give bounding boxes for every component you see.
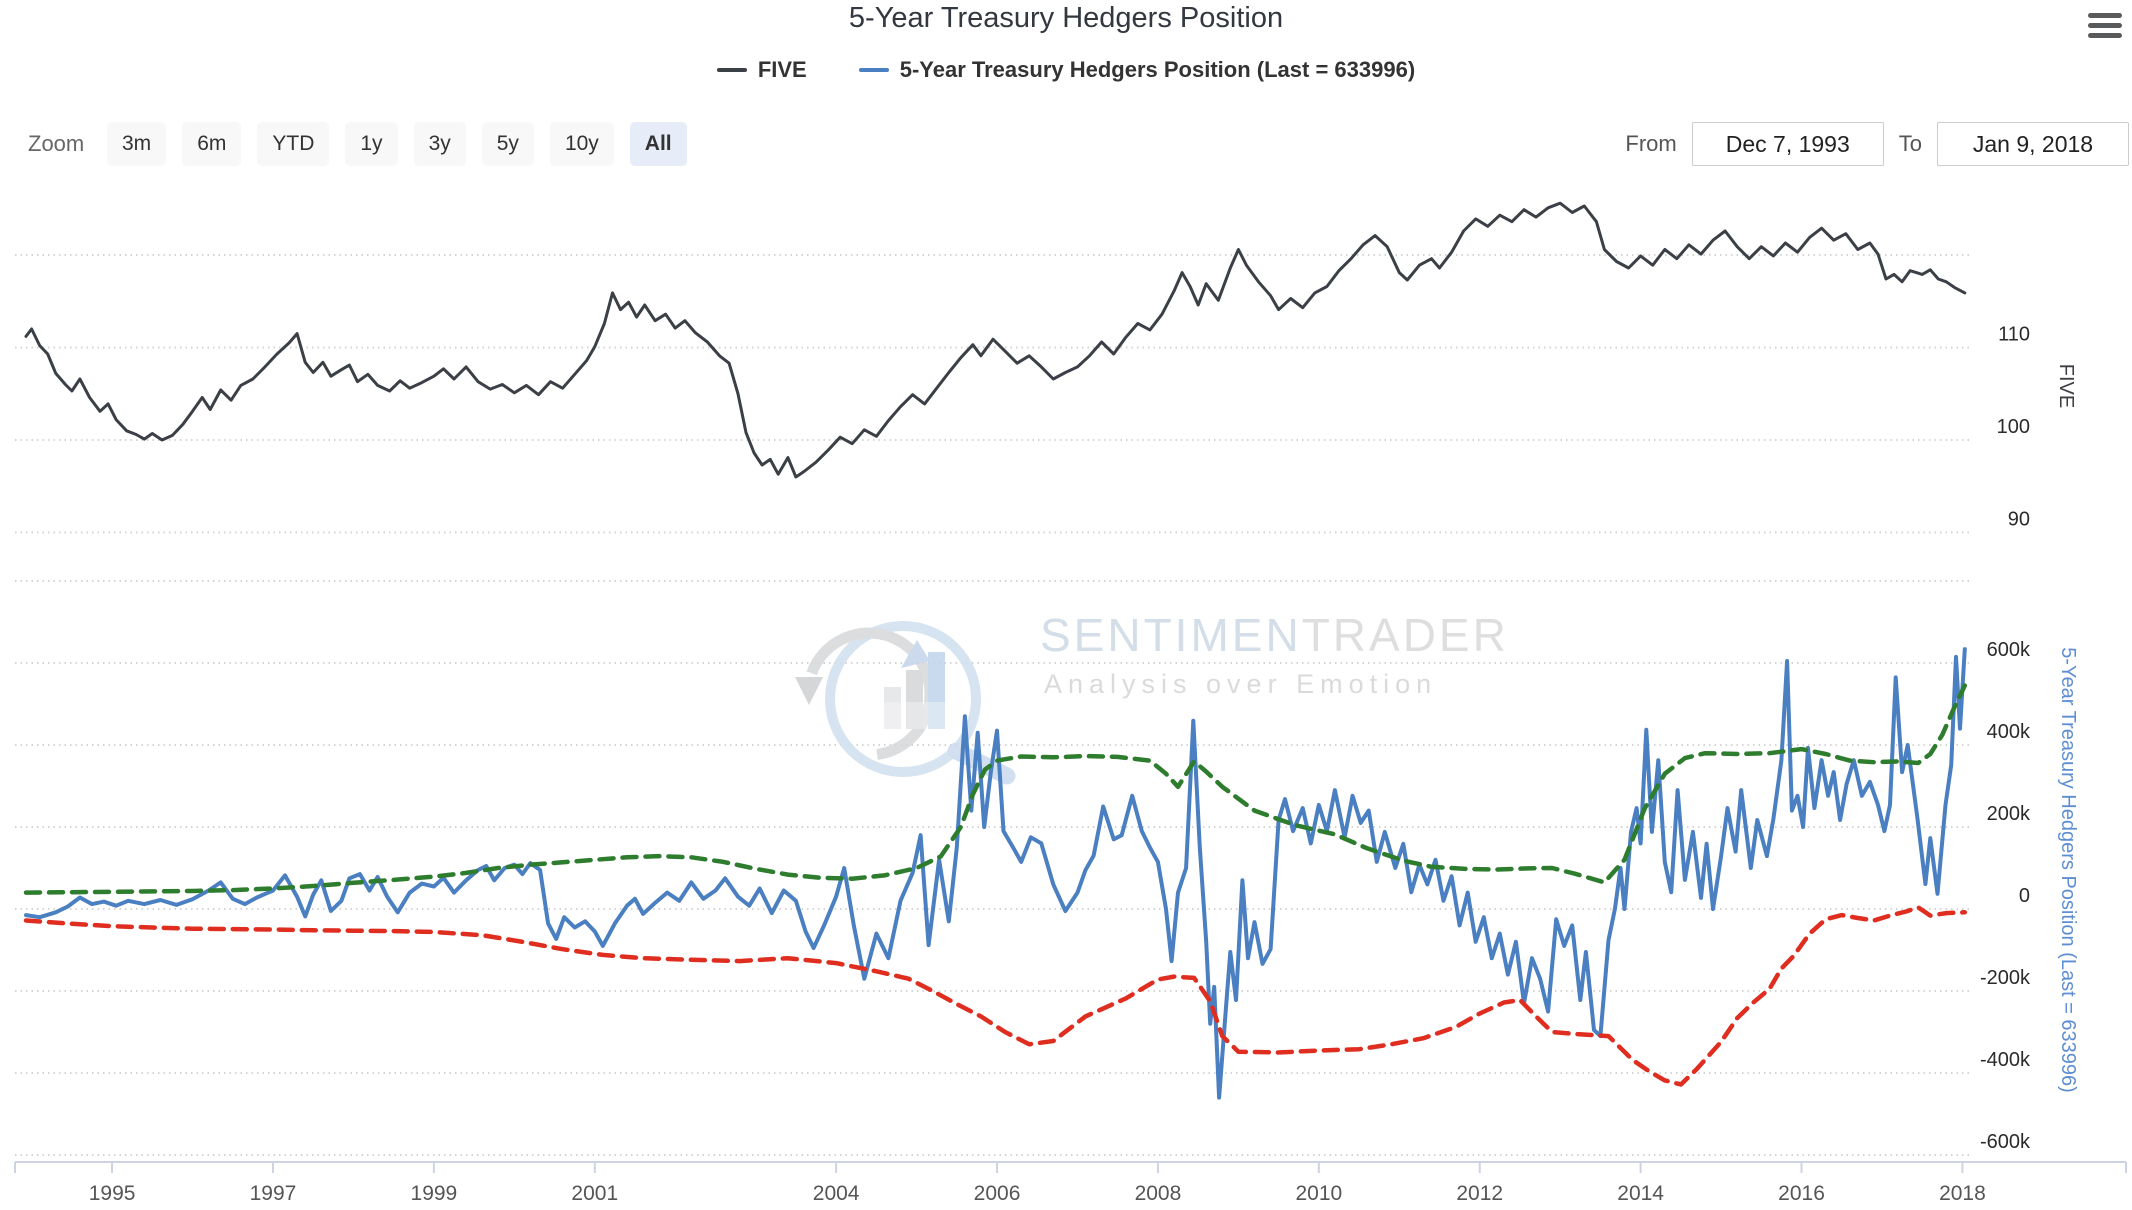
x-axis-label: 2008 xyxy=(1135,1182,1182,1205)
y-axis-label: -200k xyxy=(1980,967,2031,989)
toolbar: Zoom 3m 6m YTD 1y 3y 5y 10y All From To xyxy=(0,122,2132,168)
range-buttons: 3m 6m YTD 1y 3y 5y 10y All xyxy=(107,122,687,166)
x-axis-label: 2001 xyxy=(571,1182,618,1205)
x-axis-label: 2018 xyxy=(1939,1182,1986,1205)
range-button-ytd[interactable]: YTD xyxy=(257,122,330,166)
y-axis-label: 90 xyxy=(2008,509,2030,531)
menu-bar xyxy=(2088,13,2122,18)
x-axis-label: 2014 xyxy=(1617,1182,1664,1205)
y-axis-label: 0 xyxy=(2019,885,2030,907)
legend-label-five: FIVE xyxy=(757,57,807,82)
menu-bar xyxy=(2088,33,2122,38)
menu-icon[interactable] xyxy=(2088,13,2122,43)
gridlines xyxy=(15,254,1970,1156)
x-axis-label: 2016 xyxy=(1778,1182,1825,1205)
range-button-10y[interactable]: 10y xyxy=(549,122,614,166)
watermark: SENTIMENTRADER Analysis over Emotion xyxy=(795,609,1509,785)
y-axis-label: -400k xyxy=(1980,1049,2031,1071)
series-upper-band xyxy=(23,683,1968,895)
x-axis-label: 1999 xyxy=(411,1182,458,1205)
x-axis-label: 1995 xyxy=(89,1182,136,1205)
x-axis-label: 2010 xyxy=(1295,1182,1342,1205)
logo-down-arrowhead xyxy=(795,677,823,705)
range-button-all[interactable]: All xyxy=(629,122,687,166)
logo-bar-2 xyxy=(906,670,923,729)
watermark-brand-part1: SENTIMEN xyxy=(1040,609,1302,661)
x-axis-label: 1997 xyxy=(250,1182,297,1205)
to-label: To xyxy=(1898,131,1922,156)
y-axis-label: 400k xyxy=(1987,721,2031,743)
y-axis-label: 200k xyxy=(1987,803,2031,825)
logo-magnifier-ring xyxy=(825,621,981,777)
page-title: 5-Year Treasury Hedgers Position xyxy=(848,2,1284,34)
range-button-1y[interactable]: 1y xyxy=(345,122,398,166)
menu-bar xyxy=(2088,23,2122,28)
five-line-swatch xyxy=(716,68,747,72)
legend: FIVE 5-Year Treasury Hedgers Position (L… xyxy=(0,57,2132,83)
logo-circular-arrow xyxy=(802,627,936,761)
watermark-brand: SENTIMENTRADER xyxy=(1040,609,1509,661)
five-axis-title: FIVE xyxy=(2055,364,2077,408)
legend-item-five[interactable]: FIVE xyxy=(716,57,807,83)
x-axis-label: 2004 xyxy=(813,1182,860,1205)
from-label: From xyxy=(1625,131,1677,156)
logo-bar-3 xyxy=(928,652,945,729)
from-date-input[interactable] xyxy=(1691,122,1884,166)
zoom-label: Zoom xyxy=(28,131,85,156)
legend-item-hedgers[interactable]: 5-Year Treasury Hedgers Position (Last =… xyxy=(858,57,1416,83)
series-lower-band xyxy=(23,905,1968,1087)
to-date-input[interactable] xyxy=(1937,122,2129,166)
watermark-subtitle: Analysis over Emotion xyxy=(1044,669,1437,699)
y-axis-label: -600k xyxy=(1980,1131,2031,1153)
x-axis-label: 2012 xyxy=(1456,1182,1503,1205)
logo-bar-1 xyxy=(884,687,901,729)
range-button-3m[interactable]: 3m xyxy=(107,122,167,166)
hedgers-line-swatch xyxy=(858,68,889,72)
logo-bar-shade xyxy=(884,702,945,729)
legend-label-hedgers: 5-Year Treasury Hedgers Position (Last =… xyxy=(899,57,1416,82)
watermark-brand-part2: TRADER xyxy=(1302,609,1509,661)
series-lines xyxy=(23,201,1968,1100)
hedgers-axis-title: 5-Year Treasury Hedgers Position (Last =… xyxy=(2057,647,2079,1093)
range-button-5y[interactable]: 5y xyxy=(481,122,534,166)
y-axis-label: 110 xyxy=(1998,324,2030,346)
y-axis-label: 100 xyxy=(1997,416,2030,438)
range-button-6m[interactable]: 6m xyxy=(182,122,242,166)
range-button-3y[interactable]: 3y xyxy=(413,122,466,166)
y-axis-label: 600k xyxy=(1987,639,2031,661)
date-range: From To xyxy=(1625,122,2129,166)
x-axis-label: 2006 xyxy=(974,1182,1021,1205)
axes: 110 100 90 600k 400k 200k 0 -200k -400k -600k 1995… xyxy=(14,324,2127,1205)
series-five xyxy=(24,201,1967,479)
logo-up-arrowhead xyxy=(901,640,930,668)
series-hedgers xyxy=(24,647,1967,1100)
